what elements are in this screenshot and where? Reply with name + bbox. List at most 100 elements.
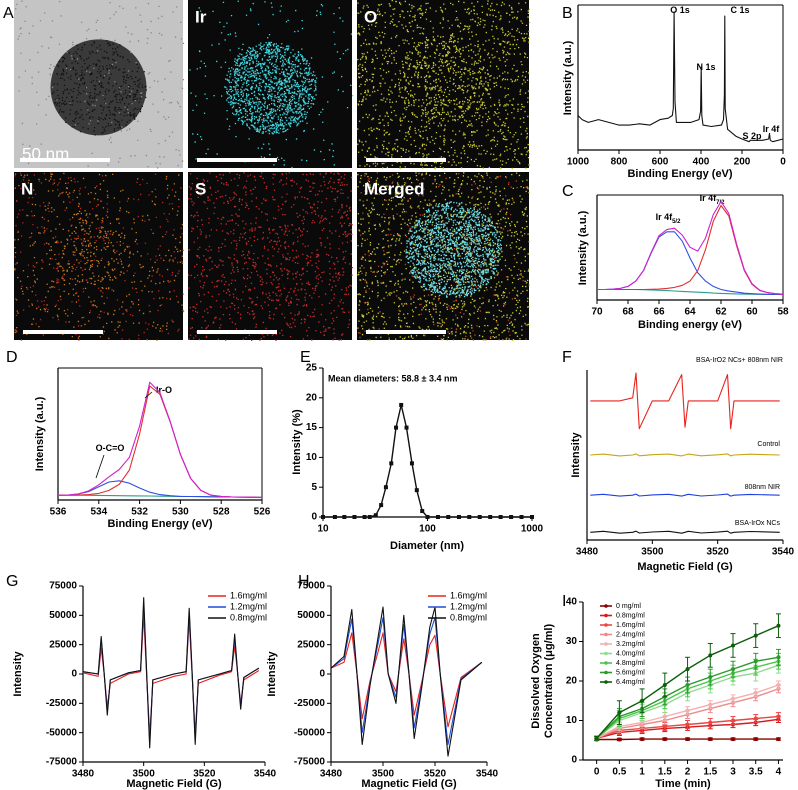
x-tick-label: 64 (684, 307, 696, 318)
eds-dots (357, 0, 531, 170)
marker (389, 461, 394, 466)
legend-marker (604, 680, 608, 684)
x-tick-label: 1000 (521, 524, 544, 535)
annotation: S 2p (742, 131, 762, 141)
x-tick-label: 3480 (320, 769, 343, 780)
legend-label: 3.2mg/ml (616, 641, 645, 648)
legend-label: 1.6mg/ml (230, 590, 267, 600)
marker (488, 515, 493, 519)
panel-letter: F (562, 349, 572, 366)
x-tick-label: 3500 (641, 547, 664, 558)
x-tick-label: 600 (652, 157, 669, 168)
marker (776, 737, 781, 742)
x-axis-label: Magnetic Field (G) (637, 561, 733, 573)
chart-title: Mean diameters: 58.8 ± 3.4 nm (328, 373, 458, 383)
y-tick-label: 30 (566, 636, 578, 647)
annotation: O 1s (670, 5, 690, 15)
x-axis-label: Magnetic Field (G) (361, 778, 457, 790)
legend-label: 4.0mg/ml (616, 650, 645, 657)
marker (662, 682, 667, 687)
x-tick-label: 1 (639, 767, 645, 778)
y-axis-label: Intensity (%) (291, 409, 303, 475)
x-tick-label: 534 (90, 507, 107, 518)
x-axis-label: Binding Energy (eV) (107, 518, 212, 530)
series-line (597, 204, 784, 295)
marker (409, 461, 414, 466)
marker (352, 515, 357, 519)
marker (394, 425, 399, 430)
x-tick-label: 3540 (476, 769, 499, 780)
legend-marker (604, 623, 608, 627)
marker (640, 720, 645, 725)
x-tick-label: 528 (213, 507, 230, 518)
x-axis-label: Time (min) (655, 778, 711, 790)
tile-label: N (21, 179, 33, 198)
panel-letter: A (3, 5, 14, 22)
marker (640, 698, 645, 703)
series-line (323, 404, 532, 518)
annotation-pointer (144, 391, 153, 399)
legend-marker (604, 632, 608, 637)
marker (399, 402, 404, 407)
y-tick-label: 40 (566, 597, 578, 608)
panel-letter: B (562, 5, 573, 22)
x-axis-label: Diameter (nm) (390, 540, 464, 552)
x-tick-label: 3520 (193, 769, 216, 780)
x-tick-label: 3500 (372, 769, 395, 780)
y-axis-label: Intensity (12, 651, 24, 697)
x-tick-label: 526 (254, 507, 271, 518)
y-tick-label: 0 (571, 755, 577, 766)
marker (708, 737, 713, 742)
y-axis-label: Dissolved Oxygen (530, 633, 542, 729)
x-tick-label: 400 (693, 157, 710, 168)
tile-label: O (364, 7, 377, 26)
marker (456, 515, 461, 519)
x-tick-label: 530 (172, 507, 189, 518)
x-tick-label: 68 (622, 307, 634, 318)
x-tick-label: 3 (730, 767, 736, 778)
legend-label: 1.6mg/ml (450, 590, 487, 600)
y-tick-label: -75000 (46, 757, 78, 768)
legend-marker (604, 661, 608, 665)
marker (362, 515, 367, 519)
series-line (82, 603, 260, 743)
annotation: Ir 4f5/2 (656, 212, 682, 224)
marker (617, 710, 622, 715)
marker (477, 515, 482, 519)
legend-label: 0 mg/ml (616, 603, 641, 610)
annotation-text: Ir-O (156, 385, 172, 395)
x-tick-label: 3480 (72, 769, 95, 780)
marker (776, 655, 781, 660)
marker (373, 513, 378, 518)
series-line (597, 201, 784, 295)
y-tick-label: 25 (306, 363, 318, 374)
series-label: BSA-IrOx NCs (735, 520, 781, 527)
marker (662, 737, 667, 742)
marker (446, 515, 451, 519)
series-line (58, 385, 263, 498)
y-tick-label: 20 (306, 392, 318, 403)
marker (731, 718, 735, 723)
x-tick-label: 3.5 (749, 767, 763, 778)
y-tick-label: 0 (71, 669, 77, 680)
series-line (590, 453, 780, 457)
x-axis-label: Binding Energy (eV) (627, 168, 732, 180)
x-axis-label: Magnetic Field (G) (126, 778, 222, 790)
marker (776, 623, 781, 628)
annotation: N 1s (696, 62, 715, 72)
legend-marker (604, 651, 608, 656)
y-tick-label: 20 (566, 676, 578, 687)
annotation-text: Ir 4f (656, 212, 674, 222)
x-tick-label: 3480 (576, 547, 599, 558)
marker (753, 737, 758, 742)
marker (776, 714, 781, 719)
y-tick-label: 0 (319, 669, 325, 680)
tile-label: S (195, 179, 206, 198)
marker (530, 515, 534, 519)
marker (640, 737, 645, 742)
series-line (597, 231, 783, 296)
marker (708, 720, 713, 725)
x-tick-label: 3520 (424, 769, 447, 780)
marker (753, 690, 758, 695)
